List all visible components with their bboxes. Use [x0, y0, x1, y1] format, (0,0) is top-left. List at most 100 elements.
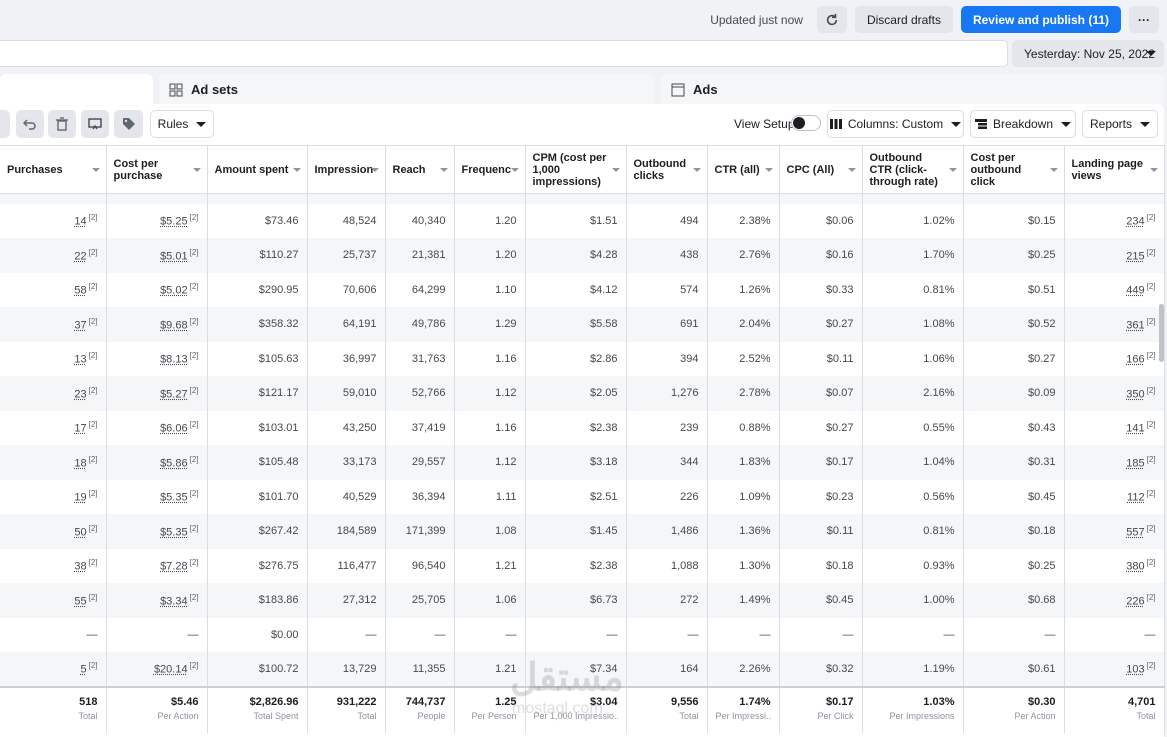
column-header[interactable]: Outbound CTR (click-through rate): [862, 145, 964, 194]
preview-button[interactable]: [81, 110, 109, 138]
breakdown-dropdown[interactable]: Breakdown: [970, 110, 1076, 138]
sort-chevron-icon[interactable]: [370, 168, 379, 172]
table-row[interactable]: 18 [2] $5.86 [2] $105.48 33,173 29,557 1.12 $3.1…: [0, 445, 1165, 480]
column-header[interactable]: Purchases: [0, 145, 107, 194]
delete-button[interactable]: [48, 110, 76, 138]
view-setup-toggle[interactable]: [791, 115, 821, 131]
cell-value[interactable]: 17: [74, 423, 87, 436]
vertical-scrollbar[interactable]: [1159, 304, 1164, 362]
column-header[interactable]: Cost per outbound click: [963, 145, 1065, 194]
tag-button[interactable]: [114, 110, 143, 138]
cell-value[interactable]: 55: [74, 595, 87, 608]
sort-chevron-icon[interactable]: [192, 168, 201, 172]
table-row[interactable]: 22 [2] $5.01 [2] $110.27 25,737 21,381 1.20 $4.2…: [0, 238, 1165, 273]
cell-value[interactable]: $5.27: [160, 388, 188, 401]
cell-value[interactable]: 449: [1126, 285, 1145, 298]
cell-value[interactable]: 13: [74, 354, 87, 367]
cell-value[interactable]: 22: [74, 250, 87, 263]
cell-value[interactable]: 103: [1126, 664, 1145, 677]
table-row[interactable]: 38 [2] $7.28 [2] $276.75 116,477 96,540 1.21 $2.…: [0, 548, 1165, 583]
column-header[interactable]: Amount spent: [207, 145, 308, 194]
column-header[interactable]: CPM (cost per 1,000 impressions): [525, 145, 627, 194]
sort-chevron-icon[interactable]: [1049, 168, 1058, 172]
table-row[interactable]: 19 [2] $5.35 [2] $101.70 40,529 36,394 1.11 $2.5…: [0, 479, 1165, 514]
column-header[interactable]: Frequenc: [454, 145, 526, 194]
cell-value[interactable]: $9.68: [160, 319, 188, 332]
table-row[interactable]: 37 [2] $9.68 [2] $358.32 64,191 49,786 1.29 $5.5…: [0, 307, 1165, 342]
column-header[interactable]: Reach: [385, 145, 455, 194]
cell-value[interactable]: 5: [80, 664, 87, 677]
column-header[interactable]: Cost per purchase: [106, 145, 208, 194]
cell-value[interactable]: 185: [1126, 457, 1145, 470]
undo-button[interactable]: [16, 110, 44, 138]
toolbar-edge-button[interactable]: [0, 110, 10, 138]
table-row[interactable]: 58 [2] $5.02 [2] $290.95 70,606 64,299 1.10 $4.1…: [0, 272, 1165, 307]
sort-chevron-icon[interactable]: [1149, 168, 1158, 172]
table-row[interactable]: 13 [2] $8.13 [2] $105.63 36,997 31,763 1.16 $2.8…: [0, 341, 1165, 376]
tab-campaigns[interactable]: [0, 74, 153, 105]
cell-value[interactable]: 112: [1127, 492, 1145, 505]
column-header[interactable]: Outbound clicks: [626, 145, 708, 194]
cell-value[interactable]: $5.25: [160, 216, 188, 229]
cell-value[interactable]: 141: [1126, 423, 1145, 436]
date-range-picker[interactable]: Yesterday: Nov 25, 2022: [1012, 40, 1164, 67]
tab-adsets[interactable]: Ad sets: [159, 74, 655, 105]
cell-value[interactable]: $5.35: [160, 492, 188, 505]
table-row[interactable]: 23 [2] $5.27 [2] $121.17 59,010 52,766 1.12 $2.0…: [0, 376, 1165, 411]
cell-value[interactable]: $5.35: [160, 526, 188, 539]
cell-value[interactable]: 50: [74, 526, 87, 539]
more-options-button[interactable]: ···: [1129, 6, 1159, 33]
column-header[interactable]: CPC (All): [779, 145, 863, 194]
discard-drafts-button[interactable]: Discard drafts: [854, 6, 953, 33]
sort-chevron-icon[interactable]: [292, 168, 301, 172]
sort-chevron-icon[interactable]: [611, 168, 620, 172]
cell-value[interactable]: 37: [74, 319, 87, 332]
cell-value[interactable]: $20.14: [153, 664, 188, 677]
cell-value[interactable]: 14: [74, 216, 87, 229]
table-row[interactable]: 5 [2] $20.14 [2] $100.72 13,729 11,355 1.21 $7.3…: [0, 652, 1165, 687]
cell-value[interactable]: $3.34: [160, 595, 188, 608]
sort-chevron-icon[interactable]: [510, 168, 519, 172]
sort-chevron-icon[interactable]: [948, 168, 957, 172]
cell-value[interactable]: 23: [74, 388, 87, 401]
sort-chevron-icon[interactable]: [692, 168, 701, 172]
cell-value[interactable]: 226: [1126, 595, 1145, 608]
cell-value[interactable]: 38: [74, 561, 87, 574]
rules-dropdown[interactable]: Rules: [150, 110, 214, 138]
table-row[interactable]: 17 [2] $6.06 [2] $103.01 43,250 37,419 1.16 $2.3…: [0, 410, 1165, 445]
cell-value[interactable]: 380: [1126, 561, 1145, 574]
cell-value[interactable]: $7.28: [160, 561, 188, 574]
table-row[interactable]: 55 [2] $3.34 [2] $183.86 27,312 25,705 1.06 $6.7…: [0, 583, 1165, 618]
cell-value[interactable]: $5.01: [160, 250, 188, 263]
cell-value[interactable]: 350: [1126, 388, 1145, 401]
table-row[interactable]: 14 [2] $5.25 [2] $73.46 48,524 40,340 1.20 $1.51…: [0, 203, 1165, 238]
cell-value[interactable]: 19: [74, 492, 87, 505]
footnote-marker: [2]: [189, 282, 199, 292]
cell-value[interactable]: 557: [1126, 526, 1145, 539]
tab-ads[interactable]: Ads: [661, 74, 1164, 105]
cell-value[interactable]: 215: [1126, 250, 1145, 263]
cell-value[interactable]: 58: [74, 285, 87, 298]
cell-value[interactable]: $5.02: [160, 285, 188, 298]
column-header[interactable]: Impression: [307, 145, 386, 194]
review-publish-button[interactable]: Review and publish (11): [960, 6, 1121, 33]
table-row[interactable]: — — $0.00 — — — — — — — — — —: [0, 617, 1165, 652]
cell-value[interactable]: 166: [1126, 354, 1145, 367]
cell-value[interactable]: 361: [1126, 319, 1145, 332]
search-filter-bar[interactable]: [0, 40, 1008, 67]
sort-chevron-icon[interactable]: [91, 168, 100, 172]
cell-value[interactable]: 234: [1126, 216, 1145, 229]
sort-chevron-icon[interactable]: [847, 168, 856, 172]
column-header[interactable]: Landing page views: [1064, 145, 1165, 194]
reports-dropdown[interactable]: Reports: [1082, 110, 1158, 138]
column-header[interactable]: CTR (all): [707, 145, 780, 194]
sort-chevron-icon[interactable]: [764, 168, 773, 172]
columns-dropdown[interactable]: Columns: Custom: [827, 110, 964, 138]
cell-value[interactable]: $5.86: [160, 457, 188, 470]
cell-value[interactable]: $6.06: [160, 423, 188, 436]
cell-value[interactable]: 18: [74, 457, 87, 470]
cell-value[interactable]: $8.13: [160, 354, 188, 367]
refresh-button[interactable]: [816, 6, 847, 33]
table-row[interactable]: 50 [2] $5.35 [2] $267.42 184,589 171,399 1.08 $1…: [0, 514, 1165, 549]
sort-chevron-icon[interactable]: [439, 168, 448, 172]
